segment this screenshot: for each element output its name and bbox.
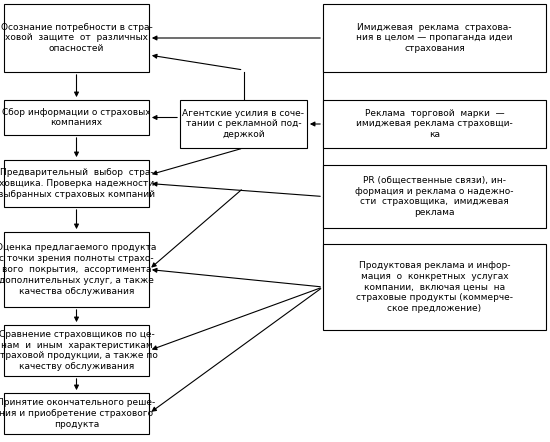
Bar (4, 160, 149, 207)
Bar (4, 100, 149, 135)
Bar (323, 4, 546, 72)
Bar (180, 100, 307, 148)
Text: PR (общественные связи), ин-
формация и реклама о надежно-
сти  страховщика,  им: PR (общественные связи), ин- формация и … (355, 176, 514, 217)
Bar (323, 244, 546, 330)
Text: Оценка предлагаемого продукта
с точки зрения полноты страхо-
вого  покрытия,  ас: Оценка предлагаемого продукта с точки зр… (0, 244, 157, 296)
Bar (323, 165, 546, 228)
Bar (4, 232, 149, 307)
Bar (323, 100, 546, 148)
Text: Сравнение страховщиков по це-
нам  и  иным  характеристикам
страховой продукции,: Сравнение страховщиков по це- нам и иным… (0, 330, 158, 371)
Text: Имиджевая  реклама  страхова-
ния в целом — пропаганда идеи
страхования: Имиджевая реклама страхова- ния в целом … (356, 23, 513, 53)
Text: Агентские усилия в соче-
тании с рекламной под-
держкой: Агентские усилия в соче- тании с рекламн… (183, 109, 305, 139)
Bar (4, 325, 149, 376)
Text: Сбор информации о страховых
компаниях: Сбор информации о страховых компаниях (2, 107, 151, 127)
Bar (4, 4, 149, 72)
Bar (4, 393, 149, 434)
Text: Принятие окончательного реше-
ния и приобретение страхового
продукта: Принятие окончательного реше- ния и прио… (0, 398, 156, 429)
Text: Предварительный  выбор  стра-
ховщика. Проверка надежности
выбранных страховых к: Предварительный выбор стра- ховщика. Про… (0, 168, 155, 199)
Text: Реклама  торговой  марки  —
имиджевая реклама страховщи-
ка: Реклама торговой марки — имиджевая рекла… (356, 109, 513, 139)
Text: Осознание потребности в стра-
ховой  защите  от  различных
опасностей: Осознание потребности в стра- ховой защи… (1, 23, 152, 53)
Text: Продуктовая реклама и инфор-
мация  о  конкретных  услугах
компании,  включая це: Продуктовая реклама и инфор- мация о кон… (356, 261, 513, 313)
